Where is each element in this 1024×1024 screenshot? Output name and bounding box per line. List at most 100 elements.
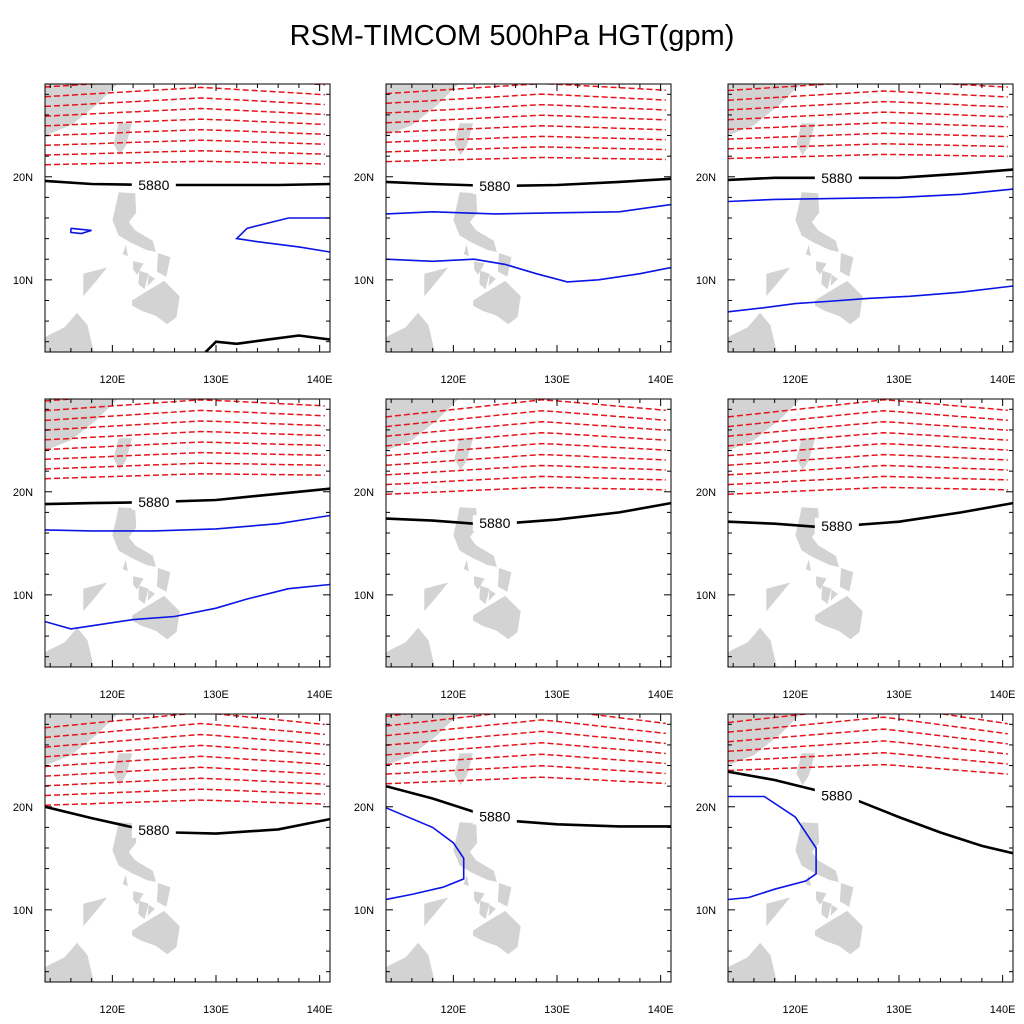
plot-frame <box>727 398 1014 668</box>
height-contour-line <box>386 125 666 134</box>
low-contour-line <box>235 217 330 253</box>
height-contour-line <box>386 486 666 496</box>
land-mass <box>488 589 496 601</box>
height-contour-line <box>728 132 1008 140</box>
height-contour-line <box>386 753 666 766</box>
land-mass <box>463 244 469 257</box>
x-tick-label: 120E <box>783 1004 809 1016</box>
height-contour-line <box>386 719 666 737</box>
land-mass <box>386 627 435 667</box>
x-tick-label: 130E <box>203 1004 229 1016</box>
height-contour-line <box>728 728 1008 745</box>
land-mass <box>147 589 155 601</box>
map-panel: 5880 120E 130E 140E 10N 20N <box>354 82 684 394</box>
y-tick-label: 10N <box>696 275 716 287</box>
height-contour-line <box>386 103 666 114</box>
map-panel: 5880 120E 130E 140E 10N 20N <box>354 397 684 709</box>
contour-label-background <box>131 177 176 194</box>
contour-label: 5880 <box>479 809 510 825</box>
height-contour-line <box>45 799 325 806</box>
land-mass <box>839 883 854 907</box>
ridge-5880-contour <box>386 177 671 188</box>
y-tick-label: 20N <box>696 802 716 814</box>
y-tick-label: 20N <box>13 172 33 184</box>
land-mass <box>830 904 838 916</box>
land-mass <box>473 595 521 640</box>
ridge-5880-contour <box>728 168 1013 182</box>
height-contour-line <box>45 755 325 768</box>
land-mass <box>473 280 521 325</box>
land-mass <box>45 312 94 352</box>
height-contour-line <box>386 84 666 95</box>
land-mass <box>479 900 490 920</box>
land-mass <box>133 891 144 905</box>
height-contour-line <box>386 776 666 785</box>
ridge-5880-contour <box>45 487 330 506</box>
low-contour-line <box>45 583 330 630</box>
land-mass <box>805 244 811 257</box>
land-mass <box>766 897 791 927</box>
y-tick-label: 20N <box>354 802 374 814</box>
contour-label-background <box>814 787 859 804</box>
land-mass <box>473 910 521 955</box>
land-mass <box>138 270 149 290</box>
land-mass <box>138 900 149 920</box>
contour-label-background <box>131 821 176 838</box>
land-mass <box>479 585 490 605</box>
plot-frame <box>44 713 331 983</box>
height-contour-line <box>45 451 325 460</box>
height-contour-line <box>45 473 325 480</box>
height-contour-line <box>728 475 1008 486</box>
height-contour-line <box>386 410 666 428</box>
x-tick-label: 130E <box>544 1004 570 1016</box>
height-contour-line <box>728 464 1008 476</box>
land-mass <box>122 244 128 257</box>
contour-label: 5880 <box>138 177 169 193</box>
land-mass <box>796 753 816 786</box>
land-mass <box>805 559 811 572</box>
x-tick-label: 120E <box>100 1004 126 1016</box>
height-contour-line <box>45 722 325 739</box>
y-tick-label: 10N <box>13 590 33 602</box>
y-tick-label: 20N <box>13 802 33 814</box>
height-contour-line <box>45 160 325 166</box>
x-tick-label: 130E <box>886 689 912 701</box>
height-contour-line <box>45 777 325 787</box>
x-tick-label: 140E <box>307 689 333 701</box>
contour-label-background <box>472 808 517 825</box>
height-contour-line <box>386 475 666 486</box>
contour-label: 5880 <box>821 170 852 186</box>
ridge-5880-contour <box>728 770 1013 855</box>
contour-label-background <box>814 169 859 186</box>
height-contour-line <box>45 744 325 758</box>
map-panel: 5880 120E 130E 140E 10N 20N <box>696 397 1024 709</box>
land-mass <box>83 897 108 927</box>
map-svg: 5880 120E 130E 140E 10N 20N <box>354 83 673 386</box>
map-panel: 5880 120E 130E 140E 10N 20N <box>13 397 343 709</box>
height-contour-line <box>386 442 666 457</box>
contour-label-background <box>472 178 517 195</box>
land-mass <box>463 874 469 887</box>
land-mass <box>766 582 791 612</box>
land-mass <box>147 904 155 916</box>
height-contour-line <box>728 410 1008 428</box>
map-svg: 5880 120E 130E 140E 10N 20N <box>696 83 1015 386</box>
contour-label: 5880 <box>479 515 510 531</box>
contour-label: 5880 <box>821 787 852 803</box>
contour-label-background <box>131 494 176 511</box>
land-mass <box>728 399 801 451</box>
height-contour-line <box>45 150 325 156</box>
height-contour-line <box>728 716 1008 735</box>
height-contour-line <box>728 486 1008 496</box>
height-contour-line <box>386 93 666 105</box>
height-contour-line <box>728 453 1008 467</box>
low-contour-line <box>45 514 330 532</box>
x-tick-label: 130E <box>203 689 229 701</box>
land-mass <box>45 84 118 136</box>
land-mass <box>815 280 863 325</box>
land-mass <box>424 897 449 927</box>
y-tick-label: 10N <box>354 905 374 917</box>
land-mass <box>386 399 459 451</box>
height-contour-line <box>45 86 325 98</box>
land-mass <box>45 942 94 982</box>
